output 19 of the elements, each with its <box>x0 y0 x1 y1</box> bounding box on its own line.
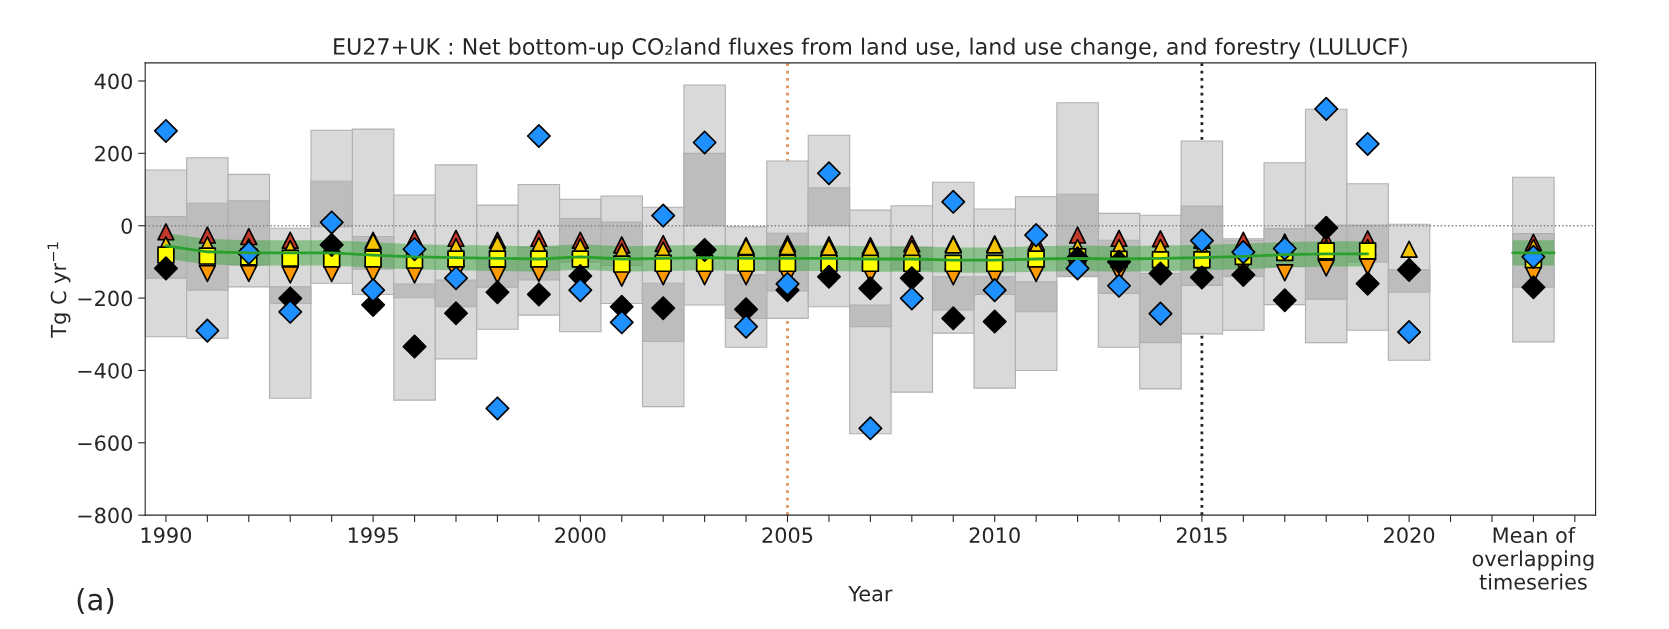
y-tick-label: 200 <box>95 145 133 162</box>
x-tick-label: 1995 <box>348 527 398 544</box>
y-tick-label: −400 <box>78 362 133 379</box>
y-tick-label: −600 <box>78 435 133 451</box>
y-tick-label: −800 <box>78 507 133 524</box>
y-tick-label: 400 <box>94 73 133 90</box>
y-tick-label: 0 <box>121 218 133 234</box>
x-tick-label: 2010 <box>969 527 1020 544</box>
y-tick-label: −200 <box>78 290 133 307</box>
y-axis-title: Tg C yr$^{−1}$ <box>47 242 71 338</box>
x-tick-label: 2005 <box>762 527 813 544</box>
x-tick-label: 2015 <box>1176 527 1227 544</box>
chart-title: EU27+UK : Net bottom-up CO₂land fluxes from land use, land use change, and forestry (LULUCF) <box>334 37 1407 60</box>
text: (a) <box>77 588 114 614</box>
x-tick-label: Mean of overlapping timeseries <box>1472 526 1594 590</box>
x-tick-label: 2000 <box>555 527 606 544</box>
x-axis-title: Year <box>848 586 893 602</box>
x-tick-label: 2020 <box>1384 527 1435 544</box>
x-tick-label: 1990 <box>141 527 192 544</box>
